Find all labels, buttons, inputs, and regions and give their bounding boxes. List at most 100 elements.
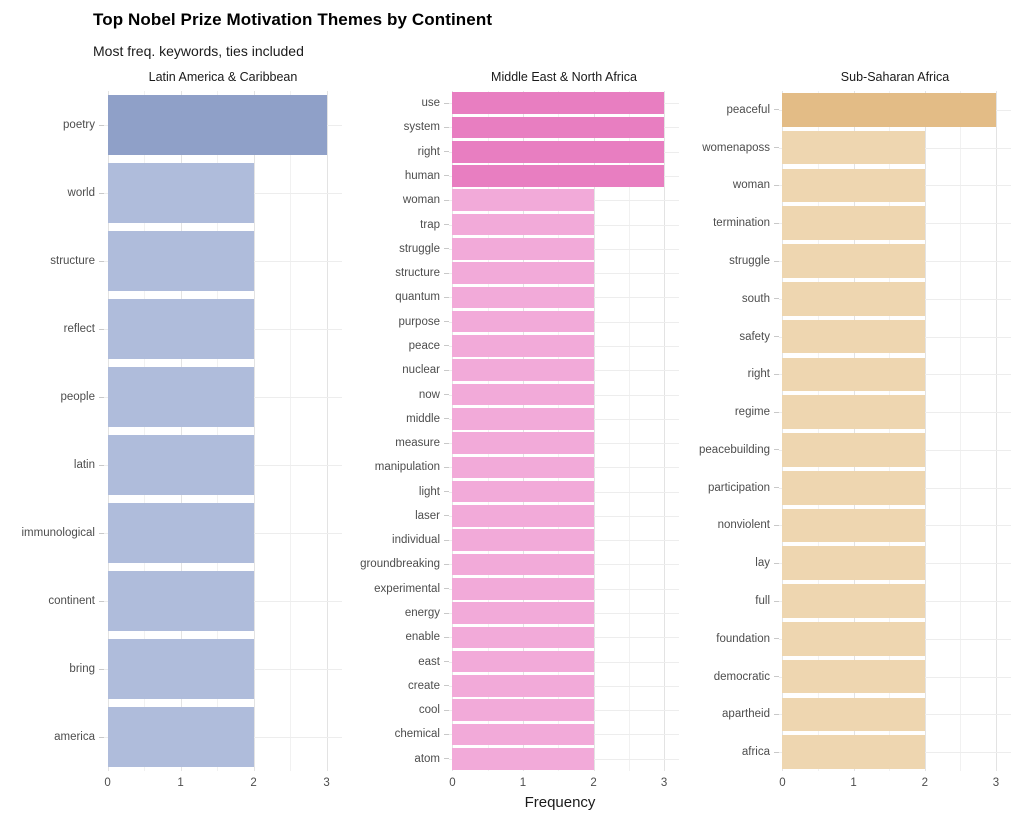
gridline-major (107, 91, 109, 771)
category-label: nuclear (402, 364, 440, 377)
bar (452, 456, 594, 479)
facet: Middle East & North Africa use system right… (352, 67, 679, 793)
axis-tick (444, 709, 449, 711)
axis-tick (99, 600, 104, 602)
category-label: quantum (395, 291, 440, 304)
bar-row: poetry (6, 91, 342, 159)
x-tick-label: 3 (660, 777, 668, 789)
category-label: chemical (394, 728, 440, 741)
bar (782, 470, 925, 505)
axis-tick (774, 184, 779, 186)
bar (782, 508, 925, 543)
x-tick-label: 3 (992, 777, 1000, 789)
bar-row: reflect (6, 295, 342, 363)
bar-row: energy (352, 601, 679, 625)
facet: Sub-Saharan Africa peaceful womenaposs woma… (689, 67, 1011, 793)
bar-row: woman (352, 188, 679, 212)
bar (452, 407, 594, 430)
panel-gridlines (779, 91, 1011, 771)
category-label: world (67, 187, 95, 199)
bar-row: nuclear (352, 358, 679, 382)
bar-row: lay (689, 544, 1011, 582)
bar-row: apartheid (689, 696, 1011, 734)
bar-row: safety (689, 318, 1011, 356)
bar (107, 570, 254, 632)
category-label: womenaposs (702, 141, 770, 154)
category-label: light (418, 485, 440, 498)
chart-title: Top Nobel Prize Motivation Themes by Con… (93, 10, 493, 29)
bar (452, 747, 594, 770)
bar (452, 140, 665, 163)
category-label: manipulation (374, 461, 440, 474)
gridline-major (853, 91, 855, 771)
category-label: experimental (374, 582, 440, 595)
category-label: regime (734, 406, 770, 419)
bar (452, 529, 594, 551)
category-label: people (60, 391, 95, 403)
category-label: africa (741, 746, 770, 759)
axis-tick (774, 411, 779, 413)
axis-tick (444, 612, 449, 614)
bar-row: system (352, 115, 679, 139)
bar (107, 366, 254, 428)
category-label: continent (48, 595, 95, 607)
bar-row: human (352, 164, 679, 188)
axis-tick (444, 685, 449, 687)
category-label: structure (395, 267, 440, 280)
bar (107, 94, 327, 156)
category-label: poetry (63, 119, 95, 131)
bar (452, 553, 594, 576)
bar-row: individual (352, 528, 679, 552)
category-label: struggle (399, 242, 440, 255)
bar-row: structure (6, 227, 342, 295)
axis-tick (774, 147, 779, 149)
axis-tick (774, 260, 779, 262)
axis-tick (444, 175, 449, 177)
category-label: immunological (21, 527, 95, 539)
bar (782, 735, 925, 769)
bar (107, 502, 254, 564)
bar-row: struggle (352, 237, 679, 261)
bar (452, 359, 594, 382)
bar (782, 93, 996, 127)
bar (452, 92, 665, 114)
axis-tick (774, 713, 779, 715)
gridline-minor (889, 91, 891, 771)
bar-row: foundation (689, 620, 1011, 658)
bar-row: full (689, 582, 1011, 620)
bar (452, 602, 594, 624)
bar (452, 310, 594, 333)
bar-row: latin (6, 431, 342, 499)
category-label: full (755, 595, 770, 608)
bar-row: democratic (689, 658, 1011, 696)
axis-tick (444, 394, 449, 396)
axis-tick (444, 199, 449, 201)
bar-row: purpose (352, 310, 679, 334)
bar-row: regime (689, 393, 1011, 431)
bar (452, 165, 665, 187)
bar-row: right (689, 355, 1011, 393)
bar (452, 505, 594, 527)
bar (452, 626, 594, 649)
category-label: structure (50, 255, 95, 267)
axis-tick (774, 600, 779, 602)
axis-tick (444, 296, 449, 298)
bar-row: middle (352, 407, 679, 431)
bar-row: world (6, 159, 342, 227)
bar (452, 213, 594, 236)
axis-tick (444, 539, 449, 541)
bar-row: quantum (352, 285, 679, 309)
bar-row: termination (689, 204, 1011, 242)
gridline-major (995, 91, 997, 771)
facet-panels: Latin America & Caribbean poetry world stru… (6, 67, 1016, 793)
axis-tick (774, 298, 779, 300)
bar (782, 319, 925, 354)
gridline-minor (487, 91, 489, 771)
x-axis: 0 1 2 3 (104, 771, 342, 793)
bar (782, 168, 925, 203)
category-label: east (418, 655, 440, 668)
category-label: bring (69, 663, 95, 675)
x-tick-label: 1 (850, 777, 857, 789)
axis-tick (99, 668, 104, 670)
axis-tick (99, 396, 104, 398)
